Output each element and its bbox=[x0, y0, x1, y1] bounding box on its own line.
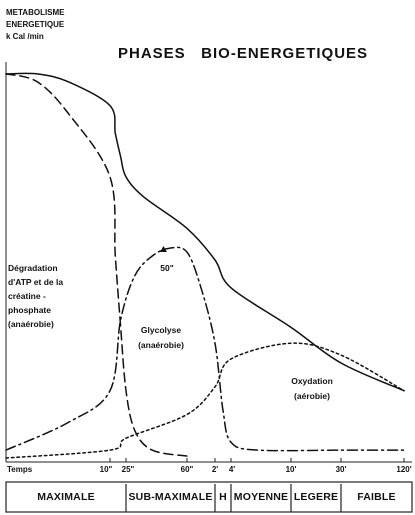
series-line-oxydation bbox=[5, 342, 405, 459]
annotation-layer: Dégradation d'ATP et de la créatine - phosp… bbox=[8, 246, 333, 401]
annotation-glycolyse-line-1: Glycolyse bbox=[141, 325, 181, 335]
peak-arrow-icon bbox=[160, 246, 167, 252]
annotation-atp-line-1: Dégradation bbox=[8, 263, 58, 273]
phase-label-2: SUB-MAXIMALE bbox=[128, 491, 212, 503]
phase-band-frame bbox=[5, 481, 413, 513]
x-tick-label: 10' bbox=[286, 465, 297, 474]
phase-label-3: H bbox=[219, 491, 227, 503]
annotation-atp-line-3: créatine - bbox=[8, 291, 46, 301]
phase-layer: MAXIMALE SUB-MAXIMALE H MOYENNE LEGERE FAIBLE bbox=[37, 484, 396, 512]
tick-layer: 10" 25" 60" 2' 4' 10' 30' 120' bbox=[100, 458, 412, 474]
series-line-total bbox=[5, 72, 405, 392]
x-tick-label: 30' bbox=[336, 465, 347, 474]
y-axis-label-line-3: k Cal /min bbox=[6, 32, 44, 41]
x-tick-label: 25" bbox=[122, 465, 135, 474]
x-axis-title: Temps bbox=[7, 465, 33, 474]
x-tick-label: 120' bbox=[396, 465, 411, 474]
series-line-atp bbox=[5, 73, 188, 457]
annotation-atp-line-4: phosphate bbox=[8, 305, 51, 315]
series-line-glycolyse bbox=[5, 246, 405, 452]
phase-label-4: MOYENNE bbox=[234, 491, 289, 503]
y-axis-label-line-2: ENERGETIQUE bbox=[6, 20, 65, 29]
phase-label-1: MAXIMALE bbox=[37, 491, 95, 503]
annotation-glycolyse-line-2: (anaérobie) bbox=[138, 340, 184, 350]
annotation-atp-line-5: (anaérobie) bbox=[8, 319, 54, 329]
phase-label-5: LEGERE bbox=[294, 491, 338, 503]
peak-label-glycolyse: 50" bbox=[160, 263, 174, 273]
x-tick-label: 4' bbox=[229, 465, 235, 474]
x-tick-label: 60" bbox=[181, 465, 194, 474]
x-tick-label: 2' bbox=[212, 465, 218, 474]
annotation-oxydation-line-2: (aérobie) bbox=[294, 391, 330, 401]
annotation-atp-line-2: d'ATP et de la bbox=[8, 277, 63, 287]
y-axis-label-line-1: METABOLISME bbox=[6, 8, 65, 17]
x-tick-label: 10" bbox=[100, 465, 113, 474]
series-layer bbox=[5, 72, 405, 459]
annotation-oxydation-line-1: Oxydation bbox=[291, 376, 333, 386]
phase-label-6: FAIBLE bbox=[357, 491, 396, 503]
chart-title: PHASES BIO-ENERGETIQUES bbox=[118, 45, 368, 62]
